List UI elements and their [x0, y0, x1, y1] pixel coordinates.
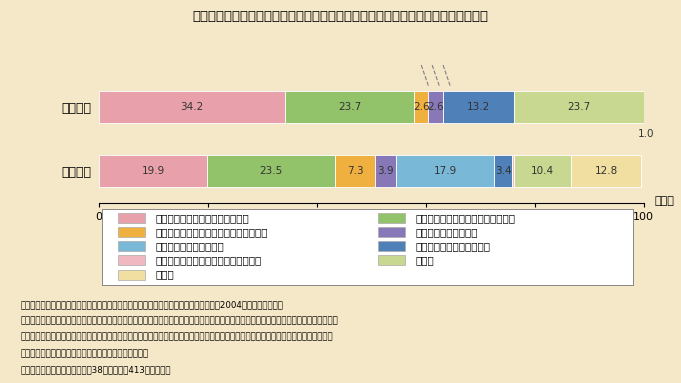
Text: その他: その他 [415, 255, 434, 265]
Text: 10.4: 10.4 [531, 166, 554, 176]
Bar [118, 270, 144, 280]
Text: 付図３－２－３　地方公共団体がＮＰＯを選択する際に特に重視する情報入手方法: 付図３－２－３ 地方公共団体がＮＰＯを選択する際に特に重視する情報入手方法 [193, 10, 488, 23]
Bar [414, 91, 428, 123]
Text: ＮＰＯへのヒアリングやアンケート: ＮＰＯへのヒアリングやアンケート [415, 213, 516, 223]
Text: 3.9: 3.9 [377, 166, 394, 176]
Text: 34.2: 34.2 [180, 102, 204, 112]
Bar [379, 213, 405, 223]
Text: して回答した都道府県及び市区町村の割合。: して回答した都道府県及び市区町村の割合。 [20, 349, 148, 358]
Text: 有識者からの情報入手: 有識者からの情報入手 [415, 227, 478, 237]
Text: ＮＰＯの事業報告書や収支計算書: ＮＰＯの事業報告書や収支計算書 [155, 213, 249, 223]
Bar [375, 155, 396, 187]
Bar [379, 241, 405, 251]
Bar [443, 91, 514, 123]
Text: 12.8: 12.8 [595, 166, 618, 176]
Bar [118, 213, 144, 223]
Bar [207, 155, 335, 187]
Text: 7.3: 7.3 [347, 166, 364, 176]
Text: 2.6: 2.6 [427, 102, 444, 112]
Bar [571, 155, 641, 187]
Text: 無回答: 無回答 [155, 270, 174, 280]
Text: 3.4: 3.4 [494, 166, 511, 176]
Bar [118, 255, 144, 265]
Text: 地域住民からの情報入手: 地域住民からの情報入手 [155, 241, 224, 251]
Text: 23.7: 23.7 [338, 102, 361, 112]
Text: 13.2: 13.2 [467, 102, 490, 112]
Bar [99, 155, 207, 187]
Text: 19.9: 19.9 [142, 166, 165, 176]
Bar [335, 155, 375, 187]
Bar [285, 91, 414, 123]
Text: インターネット・ホームページや機関誌: インターネット・ホームページや機関誌 [155, 227, 268, 237]
Bar [379, 227, 405, 237]
Bar [644, 91, 649, 123]
Text: ２．「協働事業のパートナーとしてＮＰＯを選択する際に、どのような方法で情報収集を行っていますか？」という問に対して更: ２．「協働事業のパートナーとしてＮＰＯを選択する際に、どのような方法で情報収集を… [20, 317, 338, 326]
Bar [118, 241, 144, 251]
Text: 23.7: 23.7 [567, 102, 590, 112]
Bar [118, 227, 144, 237]
Bar [514, 91, 644, 123]
Bar [494, 155, 512, 187]
Bar [512, 155, 514, 187]
Text: （％）: （％） [654, 196, 674, 206]
Text: に「また、その中で特に重視するのはどれですか？（１つだけ選び下の枠内に番号を記入してください。）」と尋ねた問に対: に「また、その中で特に重視するのはどれですか？（１つだけ選び下の枠内に番号を記入… [20, 333, 333, 342]
Text: 17.9: 17.9 [433, 166, 456, 176]
Text: （備考）１．内閣府「コミュニティ再興に向けた協働のあり方に関するアンケート」（2004年）により作成。: （備考）１．内閣府「コミュニティ再興に向けた協働のあり方に関するアンケート」（2… [20, 301, 283, 309]
Text: 23.5: 23.5 [259, 166, 283, 176]
Text: 他の自治体からの情報入手: 他の自治体からの情報入手 [415, 241, 490, 251]
Bar [428, 91, 443, 123]
Bar [99, 91, 285, 123]
Text: ３．回答した団体は、38都道府県、413市区町村。: ３．回答した団体は、38都道府県、413市区町村。 [20, 365, 171, 374]
Bar [379, 255, 405, 265]
Text: 2.6: 2.6 [413, 102, 430, 112]
Bar [396, 155, 494, 187]
Bar [514, 155, 571, 187]
Text: 1.0: 1.0 [638, 129, 654, 139]
Text: 新聞、雑誌、テレビ等のマスコミ情報: 新聞、雑誌、テレビ等のマスコミ情報 [155, 255, 262, 265]
